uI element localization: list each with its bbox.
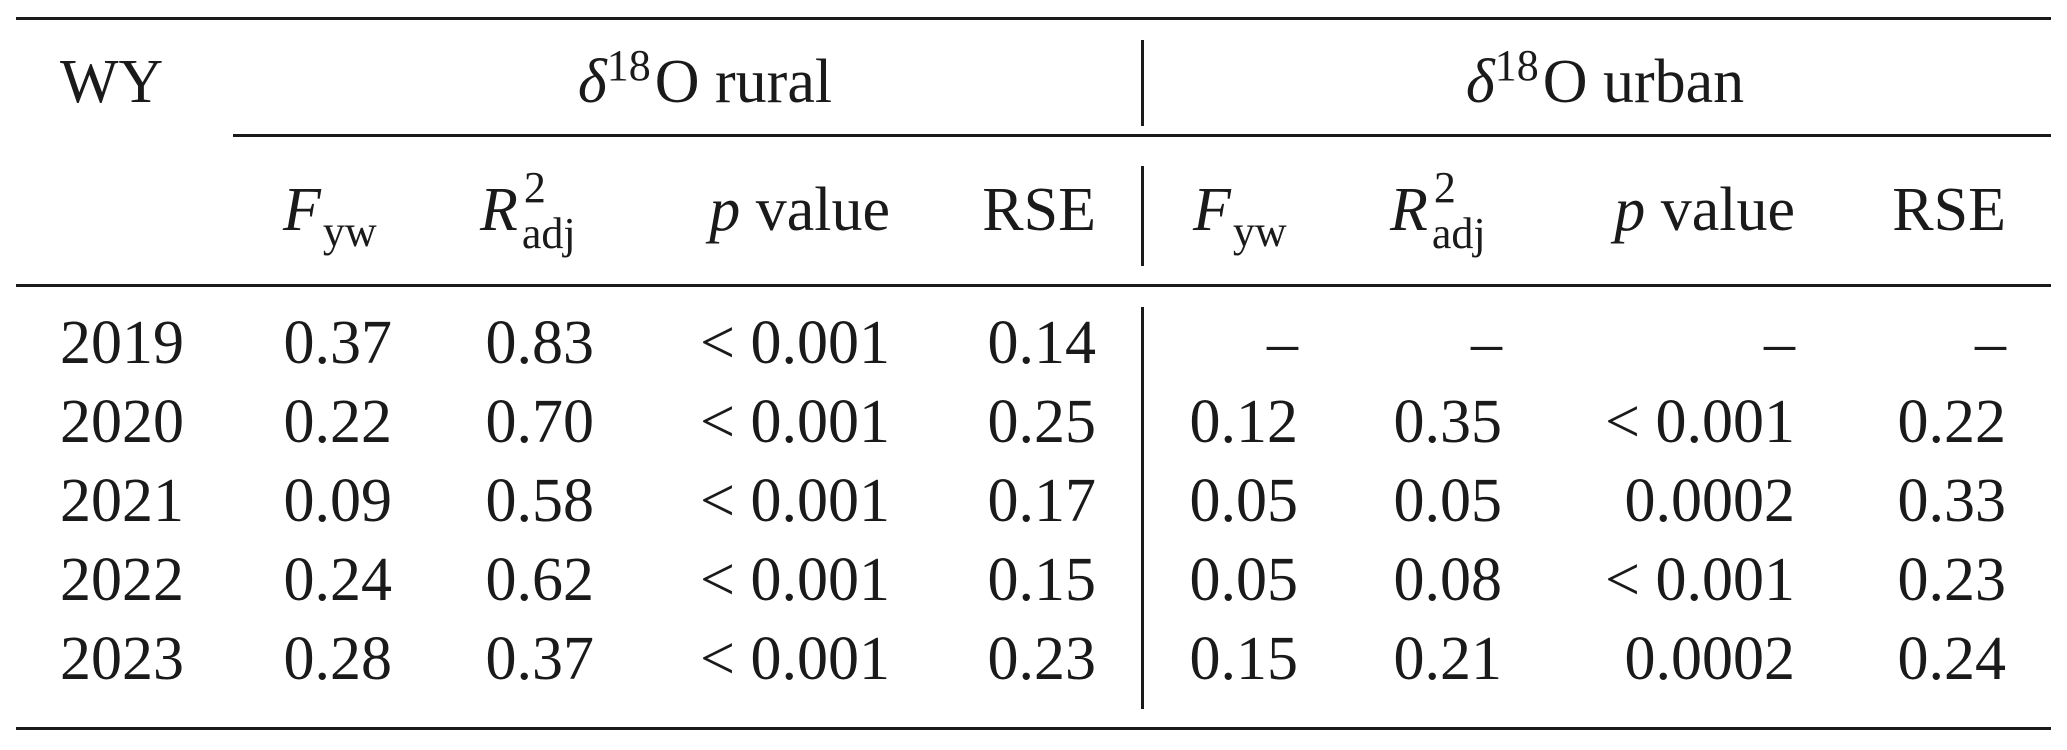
r2-sub: adj bbox=[1431, 209, 1486, 258]
cell-r2-rural: 0.37 bbox=[485, 625, 595, 693]
group-separator-top bbox=[1141, 40, 1144, 126]
cell-rse-rural: 0.14 bbox=[987, 309, 1097, 377]
cell-fyw-urban: 0.15 bbox=[1189, 625, 1299, 693]
cell-rse-rural: 0.25 bbox=[987, 388, 1097, 456]
cell-pvalue-urban: 0.0002 bbox=[1624, 467, 1796, 535]
group-header-urban: δ18O urban bbox=[1300, 41, 1910, 122]
cell-pvalue-rural: < 0.001 bbox=[700, 467, 890, 535]
subheader-pvalue-rural: p value bbox=[640, 170, 890, 250]
cell-pvalue-urban: < 0.001 bbox=[1605, 546, 1795, 614]
cell-rse-rural: 0.23 bbox=[987, 625, 1097, 693]
value-word: value bbox=[1660, 176, 1795, 244]
subheader-pvalue-urban: p value bbox=[1545, 170, 1795, 250]
cell-fyw-rural: 0.28 bbox=[283, 625, 393, 693]
r2-sub: adj bbox=[521, 209, 576, 258]
cell-r2-rural: 0.58 bbox=[485, 467, 595, 535]
isotope-mass: 18 bbox=[1494, 41, 1539, 90]
header-bottom-rule bbox=[16, 284, 2051, 287]
cell-r2-urban: 0.35 bbox=[1393, 388, 1503, 456]
cell-r2-urban: 0.08 bbox=[1393, 546, 1503, 614]
cell-r2-urban: 0.21 bbox=[1393, 625, 1503, 693]
p-symbol: p bbox=[1614, 176, 1646, 244]
fyw-sub: yw bbox=[1232, 207, 1287, 256]
stub-header: WY bbox=[60, 48, 164, 116]
delta-symbol: δ bbox=[1465, 48, 1495, 116]
top-rule bbox=[16, 17, 2051, 20]
cell-pvalue-rural: < 0.001 bbox=[700, 309, 890, 377]
value-word: value bbox=[755, 176, 890, 244]
cell-r2-rural: 0.62 bbox=[485, 546, 595, 614]
cell-pvalue-rural: < 0.001 bbox=[700, 388, 890, 456]
cell-fyw-rural: 0.24 bbox=[283, 546, 393, 614]
cell-pvalue-rural: < 0.001 bbox=[700, 625, 890, 693]
cell-fyw-rural: 0.22 bbox=[283, 388, 393, 456]
cell-wy: 2021 bbox=[60, 467, 184, 535]
isotope-element: O bbox=[654, 48, 700, 116]
cell-rse-urban: 0.23 bbox=[1897, 546, 2007, 614]
subheader-r2-rural: R 2 adj bbox=[480, 163, 610, 258]
cell-rse-urban: 0.24 bbox=[1897, 625, 2007, 693]
group-underline bbox=[233, 134, 2051, 137]
delta-symbol: δ bbox=[577, 48, 607, 116]
cell-wy: 2023 bbox=[60, 625, 184, 693]
cell-wy: 2022 bbox=[60, 546, 184, 614]
cell-rse-rural: 0.17 bbox=[987, 467, 1097, 535]
cell-fyw-urban: – bbox=[1267, 309, 1298, 377]
group-header-rural: δ18O rural bbox=[400, 41, 1010, 122]
subheader-fyw-rural: Fyw bbox=[283, 170, 413, 256]
fyw-sub: yw bbox=[322, 207, 377, 256]
fyw-base: F bbox=[1193, 176, 1231, 244]
cell-rse-urban: 0.33 bbox=[1897, 467, 2007, 535]
r2-base: R bbox=[1390, 176, 1428, 244]
cell-rse-urban: – bbox=[1975, 309, 2006, 377]
subheader-rse-urban: RSE bbox=[1892, 176, 2006, 244]
cell-fyw-urban: 0.05 bbox=[1189, 546, 1299, 614]
r2-sup: 2 bbox=[1433, 163, 1456, 212]
cell-r2-rural: 0.83 bbox=[485, 309, 595, 377]
cell-r2-urban: 0.05 bbox=[1393, 467, 1503, 535]
r2-sup: 2 bbox=[523, 163, 546, 212]
isotope-element: O bbox=[1542, 48, 1588, 116]
cell-r2-urban: – bbox=[1471, 309, 1502, 377]
cell-fyw-rural: 0.09 bbox=[283, 467, 393, 535]
group-label: urban bbox=[1602, 48, 1745, 116]
cell-wy: 2019 bbox=[60, 309, 184, 377]
cell-rse-urban: 0.22 bbox=[1897, 388, 2007, 456]
cell-wy: 2020 bbox=[60, 388, 184, 456]
cell-fyw-rural: 0.37 bbox=[283, 309, 393, 377]
cell-pvalue-urban: 0.0002 bbox=[1624, 625, 1796, 693]
subheader-rse-rural: RSE bbox=[982, 176, 1096, 244]
r2-base: R bbox=[480, 176, 518, 244]
isotope-mass: 18 bbox=[606, 41, 651, 90]
bottom-rule bbox=[16, 727, 2051, 730]
cell-pvalue-urban: – bbox=[1764, 309, 1795, 377]
cell-pvalue-rural: < 0.001 bbox=[700, 546, 890, 614]
cell-pvalue-urban: < 0.001 bbox=[1605, 388, 1795, 456]
subheader-fyw-urban: Fyw bbox=[1193, 170, 1323, 256]
p-symbol: p bbox=[709, 176, 741, 244]
fyw-base: F bbox=[283, 176, 321, 244]
cell-fyw-urban: 0.05 bbox=[1189, 467, 1299, 535]
subheader-r2-urban: R 2 adj bbox=[1390, 163, 1520, 258]
subheader-separator bbox=[1141, 166, 1144, 266]
cell-fyw-urban: 0.12 bbox=[1189, 388, 1299, 456]
group-label: rural bbox=[715, 48, 833, 116]
cell-rse-rural: 0.15 bbox=[987, 546, 1097, 614]
body-separator bbox=[1141, 307, 1144, 709]
cell-r2-rural: 0.70 bbox=[485, 388, 595, 456]
